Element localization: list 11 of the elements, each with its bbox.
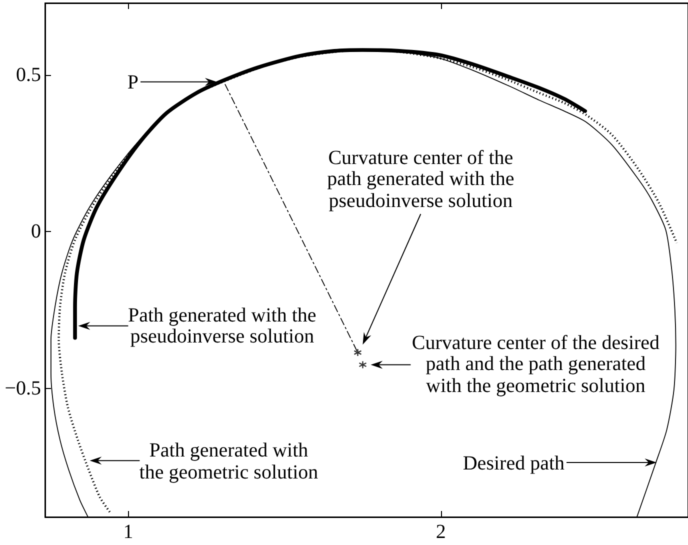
annotation: Desired path [462, 452, 565, 475]
x-tick-label: 2 [436, 521, 446, 543]
x-tick-label: 1 [123, 521, 134, 543]
y-tick-label: 0 [31, 220, 41, 243]
annotation: Curvature center of the desired path and the path generated with the geometric solution [410, 332, 661, 398]
annotation: Path generated with the geometric solution [138, 440, 320, 484]
y-tick-label: −0.5 [4, 377, 41, 400]
annotation: P [127, 71, 138, 94]
annotation: Path generated with the pseudoinverse solution [127, 304, 318, 348]
annotation: Curvature center of the path generated with the pseudoinverse solution [326, 146, 516, 212]
y-tick-label: 0.5 [16, 64, 41, 86]
